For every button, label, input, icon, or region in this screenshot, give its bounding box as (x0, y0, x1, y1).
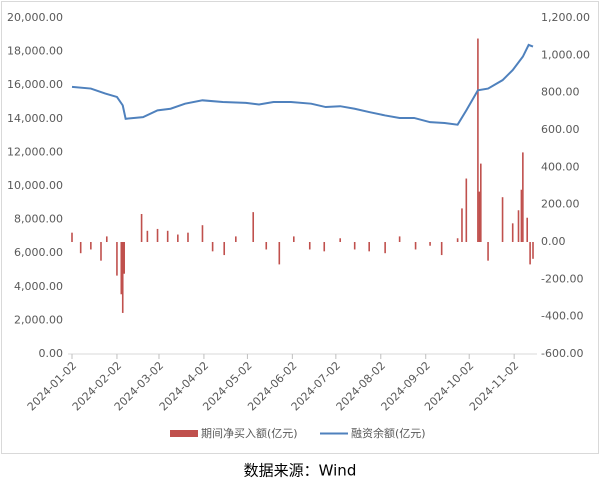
bar (487, 242, 489, 261)
bar (278, 242, 281, 265)
bar (293, 236, 295, 242)
y-tick-label: 2,000.00 (14, 313, 63, 326)
y-tick-label: 10,000.00 (7, 179, 63, 192)
bar (211, 242, 214, 252)
bar (440, 242, 443, 256)
bar (414, 242, 417, 250)
y2-tick-label: -200.00 (541, 272, 583, 285)
bar (120, 242, 123, 295)
y2-tick-label: 200.00 (541, 198, 580, 211)
bar (368, 242, 370, 252)
bar (79, 242, 82, 254)
y2-tick-label: -600.00 (541, 347, 583, 360)
bar (223, 242, 226, 256)
y-tick-label: 8,000.00 (14, 213, 63, 226)
y2-tick-label: 0.00 (541, 235, 566, 248)
bar (477, 38, 479, 243)
bar (121, 242, 124, 313)
bar (456, 238, 459, 242)
chart-frame (1, 1, 599, 454)
bar (235, 236, 237, 242)
bar (398, 236, 401, 242)
bar (140, 214, 143, 242)
y-tick-label: 4,000.00 (14, 280, 63, 293)
bar (478, 191, 481, 242)
bar (187, 232, 189, 242)
bar (323, 242, 326, 252)
y2-tick-label: -400.00 (541, 310, 583, 323)
bar (71, 232, 73, 242)
bar (339, 238, 341, 242)
legend-swatch (170, 430, 198, 437)
bar (308, 242, 311, 250)
bar (177, 234, 179, 242)
bar (529, 242, 531, 265)
bar (166, 230, 169, 242)
bar (201, 225, 204, 242)
legend-label: 期间净买入额(亿元) (201, 426, 298, 440)
bar (526, 217, 529, 242)
bar (123, 242, 125, 274)
bar (105, 236, 108, 242)
bar (252, 212, 255, 242)
line (71, 43, 534, 126)
y-tick-label: 6,000.00 (14, 246, 63, 259)
bar (353, 242, 356, 250)
source-note: 数据来源：Wind (244, 462, 357, 480)
bar (517, 210, 520, 242)
y-tick-label: 14,000.00 (7, 112, 63, 125)
bar (511, 223, 514, 242)
bar (384, 242, 386, 254)
bar (146, 230, 149, 242)
bar (265, 242, 268, 250)
bar (522, 152, 524, 242)
y-tick-label: 0.00 (39, 347, 64, 360)
bar (520, 189, 523, 242)
y2-tick-label: 1,000.00 (541, 48, 590, 61)
y-tick-label: 12,000.00 (7, 145, 63, 158)
y2-tick-label: 800.00 (541, 86, 580, 99)
y2-tick-label: 600.00 (541, 123, 580, 136)
bar (90, 242, 92, 250)
bar (116, 242, 118, 276)
legend-label: 融资余额(亿元) (351, 426, 426, 440)
y2-tick-label: 400.00 (541, 160, 580, 173)
bar (480, 163, 482, 242)
bar (156, 228, 159, 242)
y-tick-label: 18,000.00 (7, 45, 63, 58)
y2-tick-label: 1,200.00 (541, 11, 590, 24)
y-tick-label: 20,000.00 (7, 11, 63, 24)
bar (501, 197, 504, 242)
bar (461, 208, 463, 242)
bar (465, 178, 468, 242)
y-tick-label: 16,000.00 (7, 78, 63, 91)
bar (429, 242, 431, 246)
bar (532, 242, 534, 259)
bar (100, 242, 102, 261)
